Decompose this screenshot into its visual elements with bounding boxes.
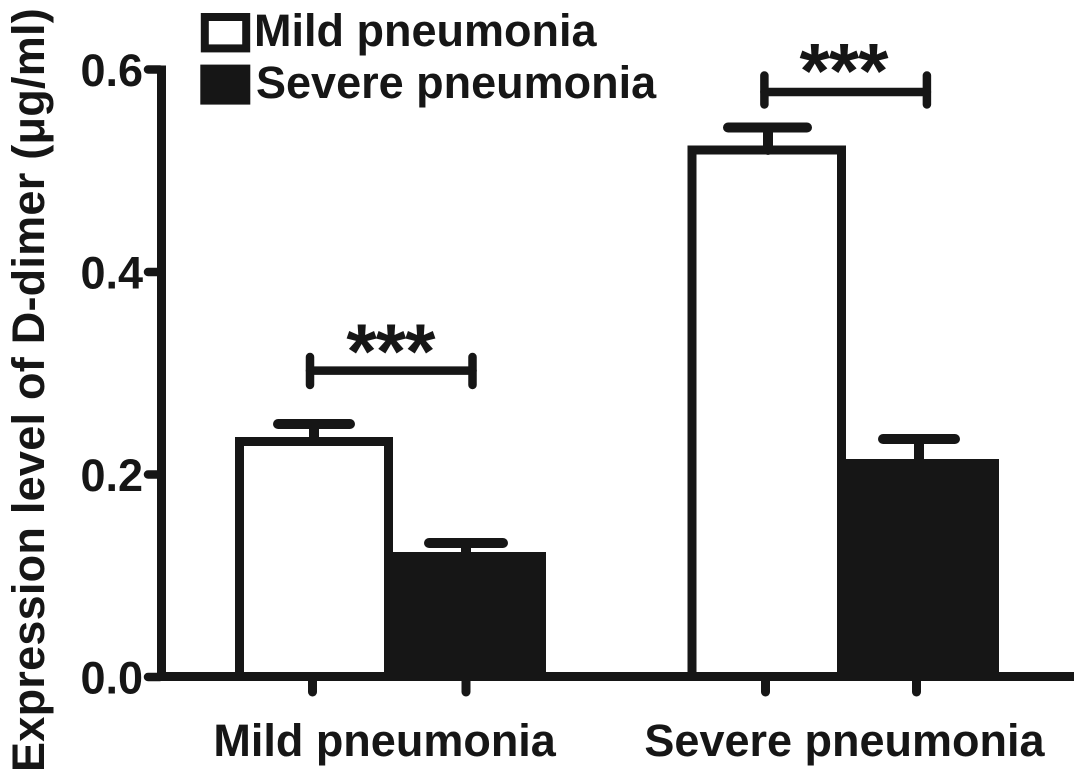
svg-text:0.4: 0.4	[80, 248, 143, 299]
svg-text:Mild pneumonia: Mild pneumonia	[254, 5, 597, 56]
svg-text:Mild pneumonia: Mild pneumonia	[213, 715, 556, 766]
svg-text:***: ***	[346, 307, 436, 395]
svg-text:Severe pneumonia: Severe pneumonia	[644, 715, 1045, 766]
svg-text:0.6: 0.6	[80, 45, 143, 96]
svg-text:Expression level of D-dimer (μ: Expression level of D-dimer (μg/ml)	[3, 8, 54, 772]
svg-text:Severe pneumonia: Severe pneumonia	[256, 57, 657, 108]
svg-text:***: ***	[799, 27, 889, 115]
svg-text:0.0: 0.0	[80, 653, 143, 704]
svg-text:0.2: 0.2	[80, 450, 143, 501]
